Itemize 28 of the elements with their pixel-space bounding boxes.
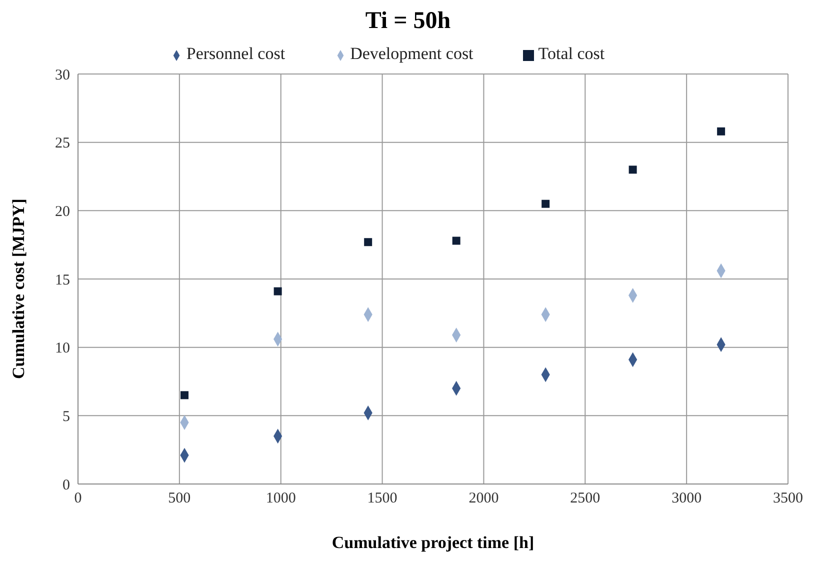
legend-label: Development cost: [350, 44, 474, 63]
x-tick-label: 2000: [468, 490, 499, 507]
y-tick-label: 10: [55, 340, 70, 357]
x-tick-label: 3000: [672, 490, 702, 507]
point: [180, 391, 188, 400]
x-tick-label: 1000: [266, 490, 296, 507]
x-tick-label: 3500: [773, 490, 803, 507]
x-tick-label: 2500: [570, 490, 600, 507]
y-axis-title: Cumulative cost [MJPY]: [9, 198, 28, 379]
y-tick-label: 0: [62, 477, 70, 494]
point: [628, 166, 637, 174]
y-tick-label: 30: [55, 67, 70, 84]
x-axis-title: Cumulative project time [h]: [332, 533, 534, 552]
y-tick-label: 25: [55, 136, 70, 152]
x-tick-label: 0: [74, 490, 82, 507]
legend-label: Personnel cost: [186, 44, 286, 63]
y-tick-label: 20: [55, 204, 70, 220]
y-tick-label: 15: [55, 272, 70, 288]
point: [717, 127, 726, 136]
legend-label: Total cost: [538, 44, 605, 63]
point: [364, 238, 372, 246]
x-tick-label: 1500: [367, 490, 398, 507]
point: [274, 287, 282, 296]
y-tick-label: 5: [62, 408, 70, 425]
x-tick-label: 500: [168, 490, 191, 507]
point: [452, 236, 460, 245]
chart-title: Ti = 50h: [364, 8, 452, 35]
point: [542, 200, 550, 208]
